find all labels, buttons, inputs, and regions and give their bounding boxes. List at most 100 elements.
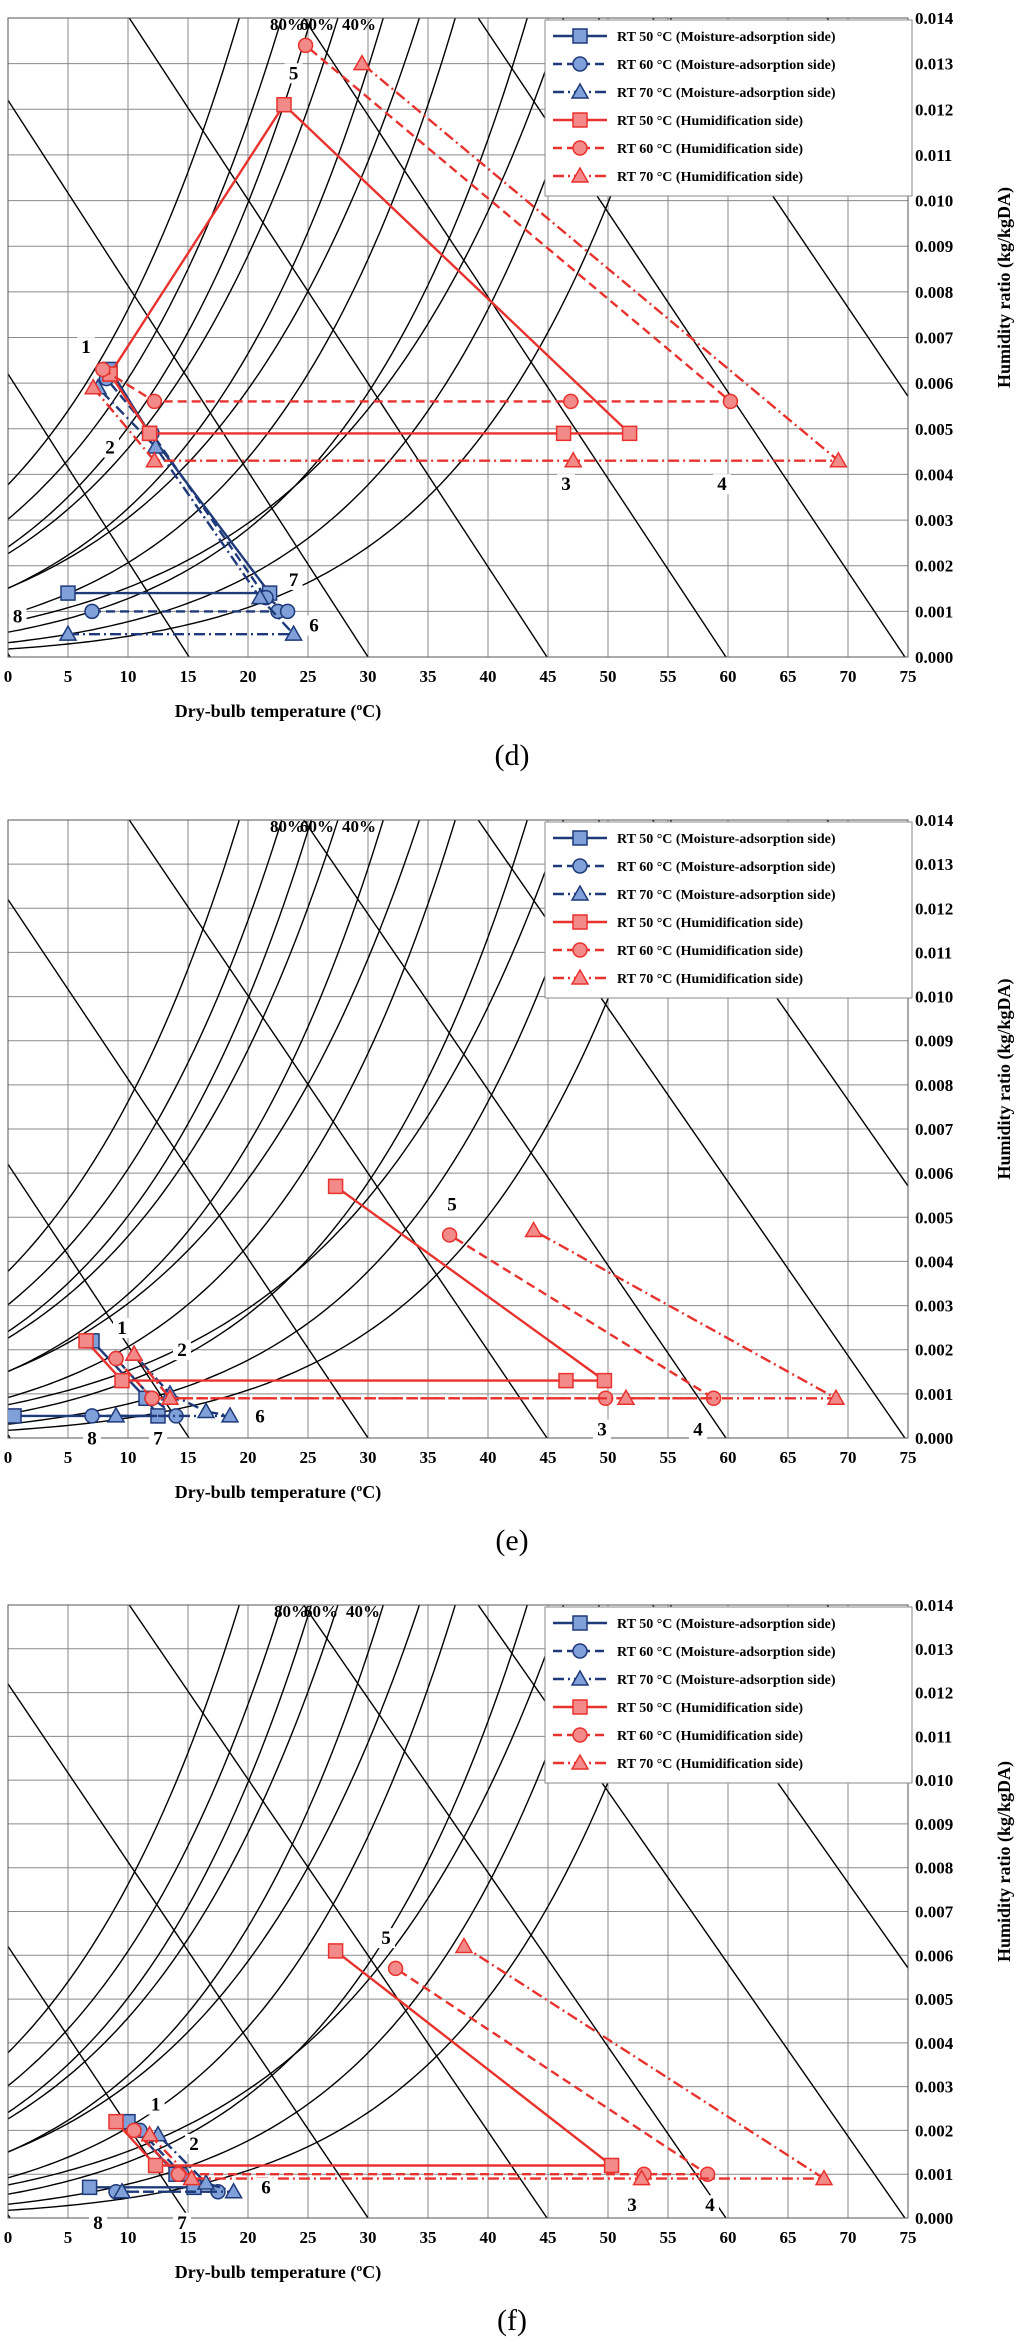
data-point-s5-4 [454, 1937, 474, 1954]
point-label-7: 7 [177, 2213, 187, 2234]
y-tick-label: 0.004 [915, 465, 954, 484]
series-line-1 [92, 377, 292, 613]
y-tick-label: 0.001 [915, 602, 953, 621]
y-tick-label: 0.005 [915, 420, 953, 439]
series-line-0 [68, 368, 273, 595]
legend-entry-1: RT 60 °C (Moisture-adsorption side) [617, 1645, 836, 1660]
point-label-bg [689, 1419, 707, 1440]
legend-swatch-marker [572, 914, 588, 930]
rh-label-40%: 40% [346, 1602, 380, 1621]
legend-entry-3: RT 50 °C (Humidification side) [617, 916, 803, 931]
psychrometric-curve [8, 18, 456, 616]
y-tick-label: 0.010 [915, 1771, 953, 1790]
y-tick-label: 0.008 [915, 1859, 953, 1878]
y-axis-label: Humidity ratio (kg/kgDA) [994, 1761, 1015, 1962]
y-tick-label: 0.014 [915, 9, 954, 28]
point-label-bg [149, 1428, 167, 1449]
point-label-bg [713, 474, 731, 495]
data-point-s4-4 [441, 1227, 458, 1243]
data-point-s3-2 [555, 425, 572, 442]
legend-swatch-marker [572, 1699, 588, 1715]
point-label-bg [146, 2094, 165, 2115]
plot-area [7, 1604, 909, 2219]
enthalpy-line [128, 1605, 548, 2218]
point-label-bg [557, 474, 575, 495]
psychrometric-curve [8, 18, 672, 650]
legend-entry-3: RT 50 °C (Humidification side) [617, 114, 803, 129]
data-point-s4-1 [146, 393, 163, 410]
point-label-5: 5 [289, 63, 299, 84]
legend-swatch-marker [572, 28, 588, 44]
data-point-s0-0 [81, 2179, 98, 2196]
y-tick-label: 0.011 [915, 146, 952, 165]
x-axis-label: Dry-bulb temperature (ºC) [175, 1482, 382, 1503]
x-tick-label: 65 [780, 2228, 797, 2247]
legend-entry-4: RT 60 °C (Humidification side) [617, 1729, 803, 1744]
x-tick-label: 60 [720, 667, 737, 686]
data-point-s4-0 [95, 361, 111, 378]
legend-entry-4: RT 60 °C (Humidification side) [617, 944, 803, 959]
legend: RT 50 °C (Moisture-adsorption side) RT 60… [544, 821, 913, 999]
data-point-s3-4 [327, 1178, 344, 1195]
y-tick-label: 0.000 [915, 1429, 953, 1448]
y-tick-label: 0.003 [915, 1297, 953, 1316]
legend-swatch-marker [572, 1615, 588, 1631]
x-tick-label: 20 [240, 2228, 257, 2247]
panel-label: (f) [497, 2304, 527, 2337]
series-line-4 [133, 1967, 712, 2176]
enthalpy-line [477, 1605, 906, 2218]
enthalpy-line [8, 1945, 190, 2218]
series-group [81, 1937, 834, 2200]
data-point-s2-2 [196, 2173, 216, 2190]
point-label-4: 4 [705, 2195, 715, 2216]
panel-label: (d) [495, 739, 530, 772]
rh-label-40%: 40% [342, 15, 376, 34]
x-tick-label: 70 [840, 1448, 857, 1467]
x-tick-label: 25 [300, 1448, 317, 1467]
data-point-s5-2 [632, 2169, 651, 2186]
point-label-6: 6 [309, 616, 319, 637]
data-point-s5-1 [145, 451, 164, 468]
data-point-s4-3 [722, 393, 739, 410]
x-tick-label: 50 [600, 1448, 617, 1467]
x-tick-label: 45 [540, 2228, 557, 2247]
x-tick-label: 55 [660, 667, 677, 686]
y-tick-label: 0.013 [915, 855, 953, 874]
rh-curve [8, 1605, 565, 2186]
y-tick-label: 0.008 [915, 1076, 953, 1095]
data-point-s3-3 [596, 1372, 613, 1389]
series-group [8, 1178, 846, 1424]
y-tick-label: 0.009 [915, 237, 953, 256]
data-point-s4-0 [108, 1350, 124, 1367]
x-tick-label: 45 [540, 1448, 557, 1467]
data-point-s3-1 [114, 1372, 130, 1389]
data-point-s5-1 [182, 2169, 201, 2186]
y-tick-label: 0.000 [915, 648, 953, 667]
point-label-bg [8, 606, 27, 627]
legend-entry-5: RT 70 °C (Humidification side) [617, 1757, 803, 1772]
point-label-bg [284, 63, 303, 84]
series-line-3 [108, 102, 633, 435]
point-label-bg [623, 2195, 641, 2216]
x-tick-label: 20 [240, 667, 257, 686]
data-point-s4-0 [126, 2122, 142, 2139]
legend-entry-5: RT 70 °C (Humidification side) [617, 972, 803, 987]
legend-entry-0: RT 50 °C (Moisture-adsorption side) [617, 832, 836, 847]
point-label-bg [377, 1928, 395, 1949]
data-point-s2-0 [112, 2182, 132, 2199]
psychrometric-curve [8, 18, 384, 590]
y-tick-label: 0.001 [915, 1385, 953, 1404]
data-point-s0-0 [60, 585, 76, 601]
y-tick-label: 0.005 [915, 1990, 953, 2009]
legend-swatch-marker [570, 884, 590, 901]
y-tick-label: 0.001 [915, 2165, 953, 2184]
data-point-s5-0 [140, 2125, 159, 2142]
data-point-s3-3 [327, 1943, 344, 1959]
rh-label-60%: 60% [304, 1602, 338, 1621]
point-label-bg [185, 2133, 203, 2154]
enthalpy-line [651, 820, 908, 1188]
